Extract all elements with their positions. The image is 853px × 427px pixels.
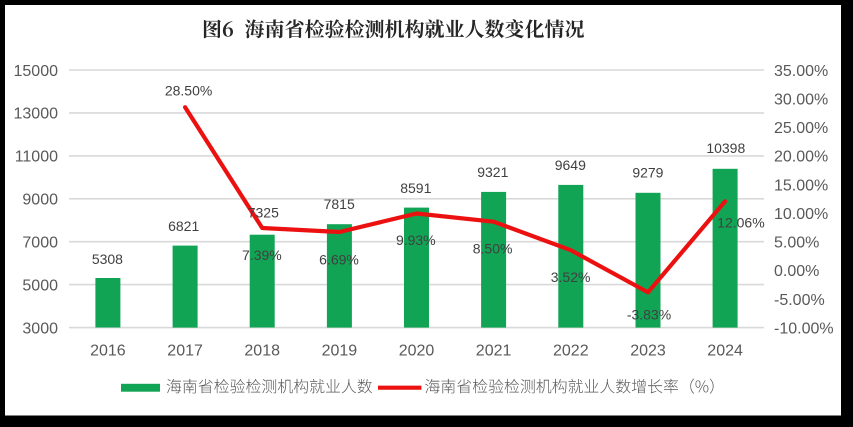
svg-text:9000: 9000: [22, 192, 58, 209]
svg-text:2024: 2024: [707, 343, 743, 360]
svg-text:9649: 9649: [555, 157, 586, 173]
svg-text:5.00%: 5.00%: [774, 235, 819, 252]
svg-text:-5.00%: -5.00%: [774, 292, 825, 309]
svg-text:9279: 9279: [632, 165, 663, 181]
svg-text:2020: 2020: [399, 343, 435, 360]
svg-text:7325: 7325: [248, 205, 279, 221]
svg-text:8591: 8591: [400, 180, 431, 196]
svg-text:2019: 2019: [322, 343, 358, 360]
svg-text:7.39%: 7.39%: [242, 247, 282, 263]
svg-text:12.06%: 12.06%: [717, 214, 764, 230]
svg-text:5000: 5000: [22, 277, 58, 294]
svg-text:2017: 2017: [167, 343, 203, 360]
svg-text:6821: 6821: [168, 218, 199, 234]
svg-text:9.93%: 9.93%: [396, 232, 436, 248]
svg-text:10398: 10398: [706, 140, 745, 156]
svg-text:25.00%: 25.00%: [774, 120, 828, 137]
svg-text:2018: 2018: [244, 343, 280, 360]
svg-text:0.00%: 0.00%: [774, 263, 819, 280]
svg-text:15000: 15000: [14, 63, 59, 80]
svg-text:9321: 9321: [477, 164, 508, 180]
svg-text:30.00%: 30.00%: [774, 91, 828, 108]
svg-text:7000: 7000: [22, 235, 58, 252]
svg-text:3.52%: 3.52%: [551, 269, 591, 285]
svg-text:15.00%: 15.00%: [774, 177, 828, 194]
svg-text:2021: 2021: [476, 343, 512, 360]
svg-text:2022: 2022: [553, 343, 589, 360]
svg-text:10.00%: 10.00%: [774, 206, 828, 223]
svg-text:11000: 11000: [15, 149, 58, 166]
svg-text:3000: 3000: [22, 320, 58, 337]
svg-text:7815: 7815: [324, 196, 355, 212]
svg-text:28.50%: 28.50%: [165, 82, 212, 98]
svg-text:5308: 5308: [92, 251, 123, 267]
svg-text:13000: 13000: [14, 106, 59, 123]
svg-text:-10.00%: -10.00%: [774, 320, 834, 337]
svg-text:2016: 2016: [90, 343, 126, 360]
svg-text:8.50%: 8.50%: [473, 241, 513, 257]
svg-text:35.00%: 35.00%: [774, 63, 828, 80]
svg-text:2023: 2023: [630, 343, 666, 360]
svg-text:20.00%: 20.00%: [774, 149, 828, 166]
svg-text:-3.83%: -3.83%: [627, 306, 671, 322]
svg-text:6.69%: 6.69%: [319, 251, 359, 267]
